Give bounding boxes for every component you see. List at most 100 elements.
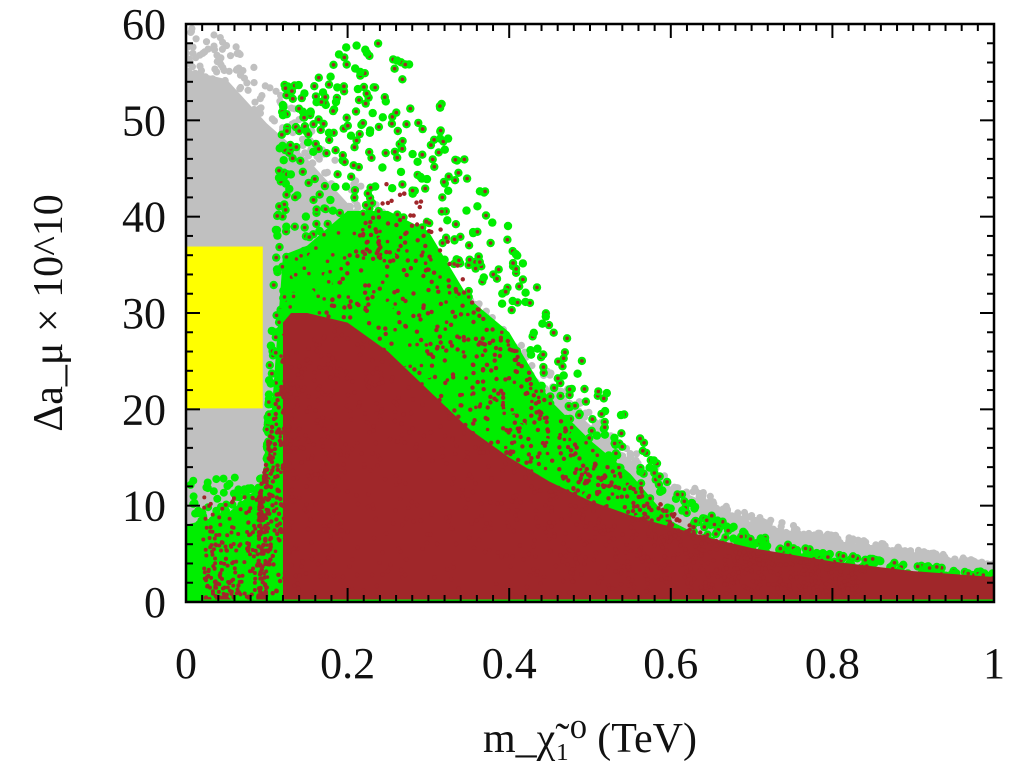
brown-point	[850, 586, 855, 592]
brown-point	[432, 374, 438, 380]
green-point-center	[323, 184, 327, 188]
green-point-center	[318, 128, 323, 132]
brown-point	[432, 575, 437, 580]
brown-point	[489, 368, 494, 373]
brown-point	[667, 576, 672, 582]
brown-point	[328, 375, 333, 380]
green-point	[443, 216, 452, 225]
brown-point	[403, 481, 408, 486]
brown-point	[372, 383, 378, 388]
gray-point	[350, 180, 358, 188]
brown-point	[645, 581, 650, 586]
brown-point	[736, 570, 741, 575]
brown-point	[475, 379, 480, 385]
brown-point	[402, 572, 408, 578]
brown-point	[588, 521, 593, 526]
brown-point	[557, 467, 562, 472]
green-point	[388, 184, 397, 193]
brown-point	[688, 553, 694, 558]
brown-point	[383, 326, 388, 331]
brown-point	[385, 264, 390, 269]
green-point	[356, 67, 365, 77]
brown-point	[455, 347, 460, 352]
brown-point	[414, 200, 419, 205]
green-point-center	[378, 229, 382, 234]
brown-point	[691, 525, 696, 530]
brown-point	[284, 383, 289, 388]
brown-point	[452, 408, 457, 413]
green-point-center	[491, 272, 496, 277]
green-point-center	[423, 261, 428, 266]
brown-point	[338, 537, 343, 542]
brown-point	[527, 573, 533, 578]
brown-point	[438, 301, 444, 307]
brown-point	[685, 584, 691, 589]
brown-point	[428, 352, 434, 357]
brown-point	[509, 498, 515, 504]
green-point	[237, 513, 246, 522]
green-point-center	[331, 63, 336, 67]
brown-point	[438, 227, 443, 232]
green-point-center	[277, 245, 282, 249]
brown-point	[622, 505, 627, 510]
brown-point	[706, 592, 711, 597]
green-point-center	[325, 259, 330, 264]
brown-point	[489, 476, 494, 481]
brown-point	[448, 340, 453, 345]
brown-point	[481, 387, 486, 392]
brown-point	[406, 385, 411, 390]
brown-point	[732, 545, 737, 551]
brown-point	[282, 576, 287, 581]
brown-point	[389, 378, 394, 384]
brown-point	[418, 199, 424, 204]
green-point-center	[421, 250, 425, 254]
brown-point	[376, 254, 381, 259]
brown-point	[606, 527, 611, 533]
brown-point	[393, 508, 398, 513]
green-point-center	[577, 413, 581, 417]
brown-point	[288, 386, 294, 391]
brown-point	[391, 521, 396, 526]
brown-point	[286, 428, 291, 433]
gray-point	[670, 483, 679, 491]
green-point-center	[430, 157, 435, 162]
brown-point	[837, 590, 842, 595]
green-point-center	[279, 470, 283, 475]
brown-point	[379, 409, 384, 415]
green-point-center	[446, 174, 451, 179]
green-point-center	[502, 411, 507, 416]
brown-point	[319, 422, 324, 428]
green-point-center	[342, 160, 347, 164]
brown-point	[581, 463, 586, 468]
brown-point	[389, 362, 394, 367]
brown-point	[582, 561, 587, 567]
gray-point	[266, 84, 274, 92]
gray-point	[214, 128, 222, 136]
brown-point	[726, 573, 731, 579]
brown-point	[605, 465, 610, 470]
green-point	[562, 414, 571, 424]
brown-point	[557, 445, 562, 450]
brown-point	[376, 325, 381, 330]
brown-point	[468, 407, 473, 412]
green-point-center	[467, 243, 471, 248]
green-point-center	[587, 436, 592, 440]
brown-point	[385, 568, 391, 574]
green-point-center	[323, 95, 328, 99]
green-point-center	[452, 262, 456, 266]
brown-point	[313, 502, 318, 507]
green-point-center	[620, 444, 625, 449]
green-point-center	[323, 207, 328, 211]
brown-point	[303, 433, 308, 438]
gray-point	[205, 117, 213, 125]
brown-point	[451, 560, 457, 566]
brown-point	[402, 440, 408, 445]
brown-point	[321, 523, 327, 528]
green-point-center	[316, 294, 321, 299]
brown-point	[699, 541, 704, 546]
green-point-center	[432, 165, 437, 169]
brown-point	[423, 243, 428, 249]
gray-point	[988, 562, 994, 570]
gray-point	[858, 538, 866, 546]
green-point	[195, 520, 204, 529]
